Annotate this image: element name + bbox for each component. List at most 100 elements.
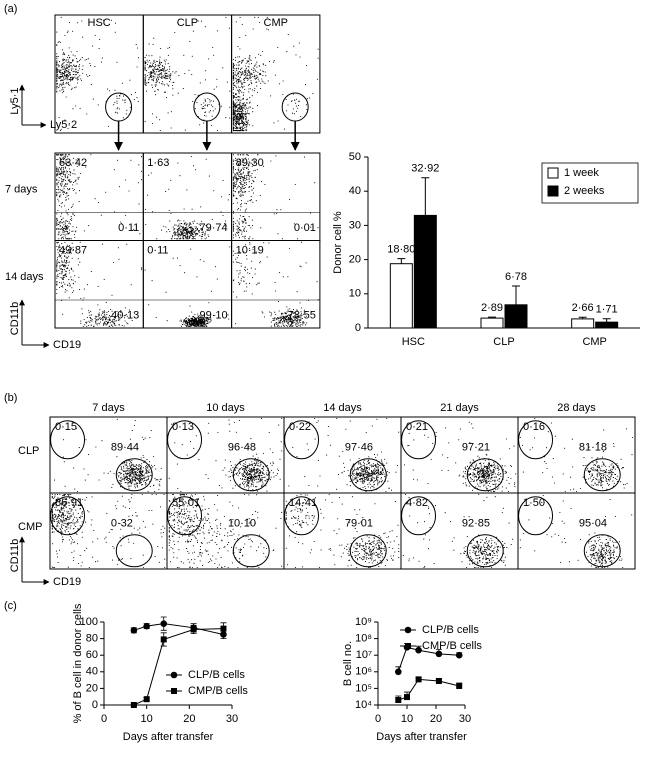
dot xyxy=(270,476,272,478)
dot xyxy=(59,231,61,233)
dot xyxy=(254,465,256,467)
dot xyxy=(248,190,250,192)
dot xyxy=(57,183,59,185)
dot xyxy=(76,490,79,493)
dot xyxy=(63,221,65,223)
dot xyxy=(74,488,76,490)
dot xyxy=(362,471,364,473)
dot xyxy=(148,304,150,306)
dot xyxy=(123,325,125,327)
dot xyxy=(139,476,141,478)
dot xyxy=(238,484,240,486)
dot xyxy=(254,64,256,66)
dot xyxy=(284,312,286,314)
dot xyxy=(305,104,307,106)
dot xyxy=(242,98,244,100)
dot xyxy=(293,321,295,323)
dot xyxy=(176,257,178,259)
dot xyxy=(62,63,64,65)
dot xyxy=(193,321,196,323)
dot xyxy=(124,214,126,216)
dot xyxy=(250,59,252,61)
dot xyxy=(77,177,79,179)
dot xyxy=(257,473,259,475)
dot xyxy=(147,467,149,469)
dot xyxy=(165,291,167,293)
gate-percent: 0·11 xyxy=(118,222,139,234)
dot xyxy=(283,325,285,327)
dot xyxy=(264,476,266,478)
dot xyxy=(242,187,244,189)
dot xyxy=(92,45,94,47)
dot xyxy=(285,321,287,323)
dot xyxy=(287,314,290,316)
dot xyxy=(239,118,241,120)
dot xyxy=(186,234,189,236)
dot xyxy=(182,88,184,90)
dot xyxy=(236,220,238,222)
dot xyxy=(253,459,255,461)
dot xyxy=(65,96,67,98)
dot xyxy=(237,172,239,174)
dot xyxy=(141,475,143,477)
dot xyxy=(253,67,255,69)
dot xyxy=(61,299,63,302)
dot xyxy=(58,65,60,67)
dot xyxy=(225,225,227,227)
dot xyxy=(169,81,171,83)
dot xyxy=(189,222,191,224)
dot xyxy=(82,65,84,67)
dot xyxy=(254,176,256,178)
dot xyxy=(154,66,156,68)
dot xyxy=(237,164,240,166)
dot xyxy=(178,227,181,229)
dot xyxy=(234,108,236,110)
dot xyxy=(240,193,242,195)
dot xyxy=(180,234,182,236)
gate-percent: 0·01 xyxy=(294,222,316,234)
dot xyxy=(186,223,188,225)
dot xyxy=(70,68,72,70)
dot xyxy=(64,86,66,88)
dot xyxy=(253,71,255,73)
dot xyxy=(251,293,253,295)
dot xyxy=(361,480,364,482)
dot xyxy=(292,322,294,324)
dot xyxy=(285,325,287,327)
dot xyxy=(190,227,192,229)
dot xyxy=(134,479,136,481)
dot xyxy=(359,463,361,465)
dot xyxy=(241,83,243,85)
dot xyxy=(293,223,295,225)
dot xyxy=(252,463,254,465)
dot xyxy=(159,485,161,487)
dot xyxy=(105,318,108,320)
dot xyxy=(251,277,254,279)
dot xyxy=(64,185,66,187)
dot xyxy=(106,323,108,325)
dot xyxy=(159,119,161,121)
dot xyxy=(245,461,247,463)
dot xyxy=(201,235,204,238)
dot xyxy=(56,281,58,283)
dot xyxy=(232,160,234,162)
dot xyxy=(145,467,147,469)
dot xyxy=(120,315,122,317)
dot xyxy=(248,446,250,448)
dot xyxy=(241,184,243,186)
dot xyxy=(290,314,292,316)
flow-plot xyxy=(54,14,144,134)
dot xyxy=(56,275,58,277)
dot xyxy=(184,320,186,322)
dot xyxy=(200,206,202,208)
dot xyxy=(263,473,265,475)
dot xyxy=(241,158,243,160)
dot xyxy=(195,319,197,321)
dot xyxy=(232,167,234,169)
dot xyxy=(259,73,261,75)
dot xyxy=(255,57,257,59)
dot xyxy=(161,64,163,66)
dot xyxy=(249,472,251,474)
dot xyxy=(125,314,128,316)
dot xyxy=(240,200,243,202)
